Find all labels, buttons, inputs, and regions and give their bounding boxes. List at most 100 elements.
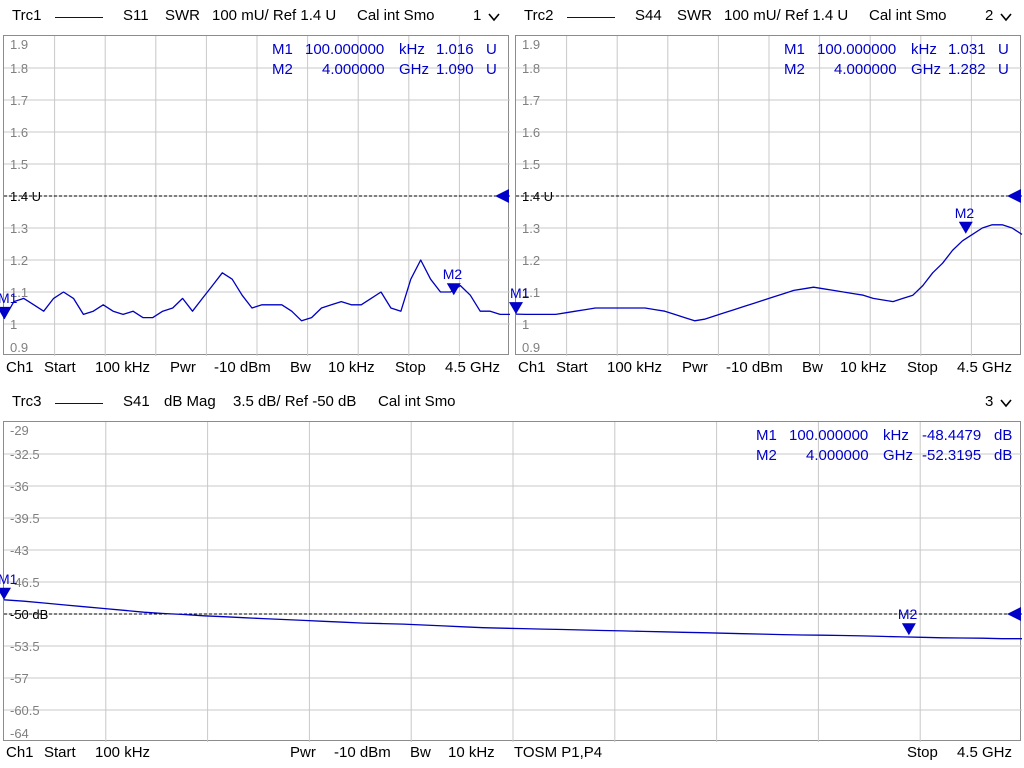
marker-row-m1: M1 100.000000 kHz -48.4479 dB xyxy=(756,426,1014,446)
trace-format: SWR xyxy=(677,7,712,24)
chevron-down-icon[interactable] xyxy=(487,10,501,24)
y-tick-label: 1.8 xyxy=(10,61,28,76)
start-frequency[interactable]: 100 kHz xyxy=(95,744,151,761)
channel-label[interactable]: Ch1 xyxy=(6,359,34,376)
trace-color-swatch xyxy=(55,17,103,18)
marker-stimulus-unit: kHz xyxy=(883,427,909,444)
marker-response-unit: dB xyxy=(994,447,1013,464)
marker-stimulus: 100.000000 xyxy=(817,41,897,58)
y-tick-label: 1.3 xyxy=(10,221,28,236)
y-tick-label: 1.1 xyxy=(522,285,540,300)
trace-format: SWR xyxy=(165,7,200,24)
y-tick-label: 1.8 xyxy=(522,61,540,76)
channel-number: 2 xyxy=(985,7,994,24)
channel-label[interactable]: Ch1 xyxy=(518,359,546,376)
marker-response-unit: U xyxy=(486,41,497,58)
y-tick-label: 1.2 xyxy=(10,253,28,268)
trace-parameter: S44 xyxy=(635,7,662,24)
channel-footer-trc1: Ch1 Start 100 kHz Pwr -10 dBm Bw 10 kHz … xyxy=(0,356,512,380)
marker-response: -52.3195 xyxy=(922,447,982,464)
power-value[interactable]: -10 dBm xyxy=(726,359,783,376)
trace-parameter: S11 xyxy=(123,7,149,24)
marker-triangle-icon xyxy=(509,302,523,315)
diagram-area-trc3[interactable]: -29 -32.5 -36 -39.5 -43 -46.5 -50 dB -53.5 -57 -6… xyxy=(0,421,1022,742)
trace-scale: 100 mU/ Ref 1.4 U xyxy=(212,7,337,24)
marker-response-unit: U xyxy=(998,61,1009,78)
marker-stimulus: 100.000000 xyxy=(305,41,385,58)
marker-row-m1: M1 100.000000 kHz 1.016 U xyxy=(272,40,502,60)
y-tick-label: -53.5 xyxy=(10,639,40,654)
marker-info-table-trc2: M1 100.000000 kHz 1.031 U M2 4.000000 GH… xyxy=(784,40,1014,80)
y-tick-label: 1.9 xyxy=(10,37,28,52)
y-tick-label: 1.6 xyxy=(10,125,28,140)
marker-name: M1 xyxy=(272,41,293,58)
bandwidth-value[interactable]: 10 kHz xyxy=(328,359,375,376)
marker-label: M2 xyxy=(443,266,463,282)
calibration-type[interactable]: TOSM P1,P4 xyxy=(514,744,603,761)
chevron-down-icon[interactable] xyxy=(999,396,1013,410)
marker-response: 1.282 xyxy=(948,61,986,78)
stop-frequency[interactable]: 4.5 GHz xyxy=(957,744,1013,761)
diagram-area-trc2[interactable]: 1.9 1.8 1.7 1.6 1.5 1.4 U 1.3 1.2 1.1 1 0.9 M1 M2 M1… xyxy=(509,35,1023,356)
stop-label: Stop xyxy=(907,359,938,376)
trace-header-trc2[interactable]: Trc2 S44 SWR 100 mU/ Ref 1.4 U Cal int S… xyxy=(512,0,1024,32)
marker-label: M2 xyxy=(898,606,918,622)
marker-response: 1.090 xyxy=(436,61,474,78)
reference-level-arrow-icon xyxy=(495,189,509,203)
channel-label[interactable]: Ch1 xyxy=(6,744,34,761)
power-label: Pwr xyxy=(170,359,196,376)
trace-header-trc3[interactable]: Trc3 S41 dB Mag 3.5 dB/ Ref -50 dB Cal i… xyxy=(0,386,1024,418)
start-frequency[interactable]: 100 kHz xyxy=(607,359,663,376)
marker-label: M1 xyxy=(0,290,18,306)
trace-header-trc1[interactable]: Trc1 S11 SWR 100 mU/ Ref 1.4 U Cal int S… xyxy=(0,0,512,32)
y-tick-label: 1.9 xyxy=(522,37,540,52)
y-tick-label: -32.5 xyxy=(10,447,40,462)
marker-name: M2 xyxy=(272,61,293,78)
y-tick-label: 0.9 xyxy=(522,340,540,355)
bandwidth-label: Bw xyxy=(410,744,431,761)
trace-pane-trc2: Trc2 S44 SWR 100 mU/ Ref 1.4 U Cal int S… xyxy=(509,0,1024,384)
marker-label: M2 xyxy=(955,205,975,221)
chevron-down-icon[interactable] xyxy=(999,10,1013,24)
marker-triangle-icon xyxy=(446,283,461,296)
bandwidth-value[interactable]: 10 kHz xyxy=(448,744,495,761)
y-tick-label: 1.7 xyxy=(10,93,28,108)
trace-plot-trc1: 1.9 1.8 1.7 1.6 1.5 1.4 U 1.3 1.2 1.1 1 0.9 M1 M2 xyxy=(0,36,510,356)
bandwidth-value[interactable]: 10 kHz xyxy=(840,359,887,376)
trace-parameter: S41 xyxy=(123,393,150,410)
y-tick-label: 1.5 xyxy=(522,157,540,172)
y-tick-label: 1 xyxy=(522,317,529,332)
marker-row-m2: M2 4.000000 GHz 1.090 U xyxy=(272,60,502,80)
start-frequency[interactable]: 100 kHz xyxy=(95,359,151,376)
power-value[interactable]: -10 dBm xyxy=(214,359,271,376)
y-tick-label: -57 xyxy=(10,671,29,686)
marker-info-table-trc1: M1 100.000000 kHz 1.016 U M2 4.000000 GH… xyxy=(272,40,502,80)
y-tick-label: 1.2 xyxy=(522,253,540,268)
marker-name: M1 xyxy=(784,41,805,58)
diagram-area-trc1[interactable]: 1.9 1.8 1.7 1.6 1.5 1.4 U 1.3 1.2 1.1 1 0.9 M1 M2 M1… xyxy=(0,35,510,356)
marker-triangle-icon xyxy=(0,587,11,600)
marker-response: -48.4479 xyxy=(922,427,982,444)
trace-pane-trc1: Trc1 S11 SWR 100 mU/ Ref 1.4 U Cal int S… xyxy=(0,0,512,384)
marker-triangle-icon xyxy=(958,221,973,234)
marker-stimulus: 4.000000 xyxy=(806,447,869,464)
channel-number: 3 xyxy=(985,393,994,410)
bandwidth-label: Bw xyxy=(290,359,311,376)
y-tick-label: 1.4 U xyxy=(10,189,41,204)
stop-frequency[interactable]: 4.5 GHz xyxy=(957,359,1013,376)
stop-frequency[interactable]: 4.5 GHz xyxy=(445,359,501,376)
power-value[interactable]: -10 dBm xyxy=(334,744,391,761)
trace-name: Trc1 xyxy=(12,7,42,24)
power-label: Pwr xyxy=(290,744,316,761)
stop-label: Stop xyxy=(907,744,938,761)
stop-label: Stop xyxy=(395,359,426,376)
marker-row-m2: M2 4.000000 GHz -52.3195 dB xyxy=(756,446,1014,466)
start-label: Start xyxy=(44,744,76,761)
marker-stimulus-unit: kHz xyxy=(911,41,937,58)
marker-stimulus: 100.000000 xyxy=(789,427,869,444)
y-tick-label: -36 xyxy=(10,479,29,494)
trace-cal-status: Cal int Smo xyxy=(357,7,435,24)
power-label: Pwr xyxy=(682,359,708,376)
trace-cal-status: Cal int Smo xyxy=(378,393,456,410)
y-tick-label: 1.5 xyxy=(10,157,28,172)
